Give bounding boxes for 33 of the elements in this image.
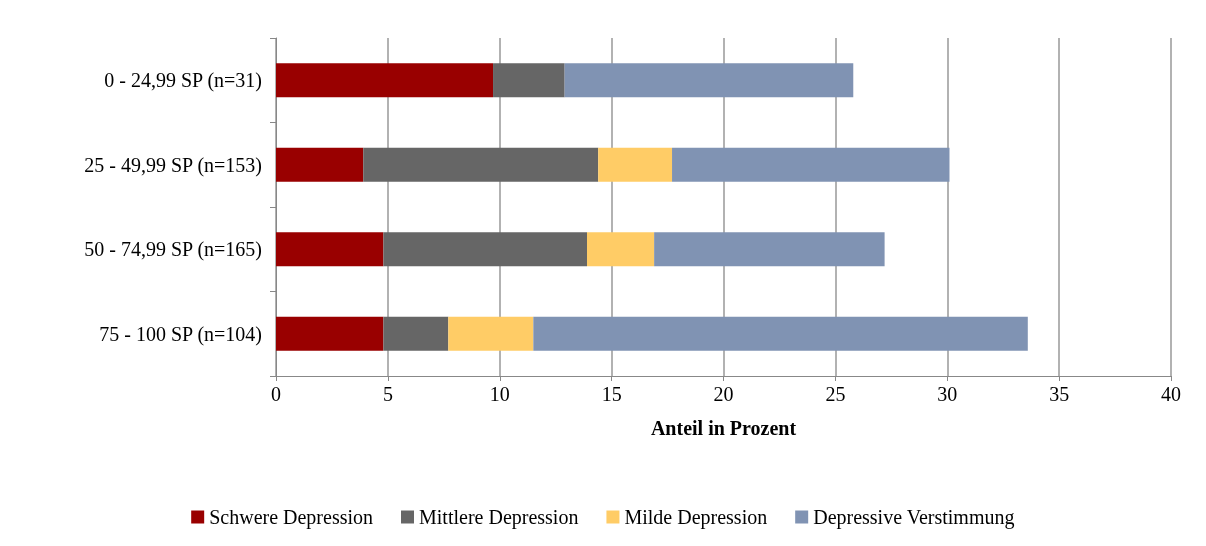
x-axis-title: Anteil in Prozent [650, 417, 797, 439]
legend-label: Schwere Depression [209, 506, 374, 529]
bar [276, 147, 364, 182]
x-tick-label: 5 [382, 383, 393, 405]
x-tick-label: 30 [937, 383, 958, 405]
x-tick-label: 0 [271, 383, 281, 405]
bar [383, 316, 449, 351]
bar [276, 232, 384, 267]
legend-label: Mittlere Depression [419, 506, 579, 529]
bar [493, 63, 565, 98]
bar [533, 316, 1028, 351]
bar [383, 232, 588, 267]
y-tick-label: 0 - 24,99 SP (n=31) [104, 69, 262, 93]
x-tick-label: 10 [489, 383, 510, 405]
x-tick-label: 35 [1049, 383, 1070, 405]
y-tick-label: 75 - 100 SP (n=104) [99, 322, 262, 346]
y-tick-label: 50 - 74,99 SP (n=165) [84, 238, 262, 262]
bar [587, 232, 655, 267]
x-tick-label: 20 [713, 383, 734, 405]
x-tick-label: 15 [601, 383, 622, 405]
bar [672, 147, 950, 182]
bar [276, 63, 494, 98]
legend-label: Milde Depression [624, 506, 768, 529]
x-tick-label: 40 [1161, 383, 1181, 405]
bar [654, 232, 885, 267]
bar [598, 147, 673, 182]
bar [448, 316, 534, 351]
bar [276, 316, 384, 351]
x-tick-label: 25 [825, 383, 846, 405]
y-tick-label: 25 - 49,99 SP (n=153) [84, 153, 262, 177]
legend-label: Depressive Verstimmung [813, 506, 1015, 529]
bar [564, 63, 854, 98]
bar [363, 147, 599, 182]
